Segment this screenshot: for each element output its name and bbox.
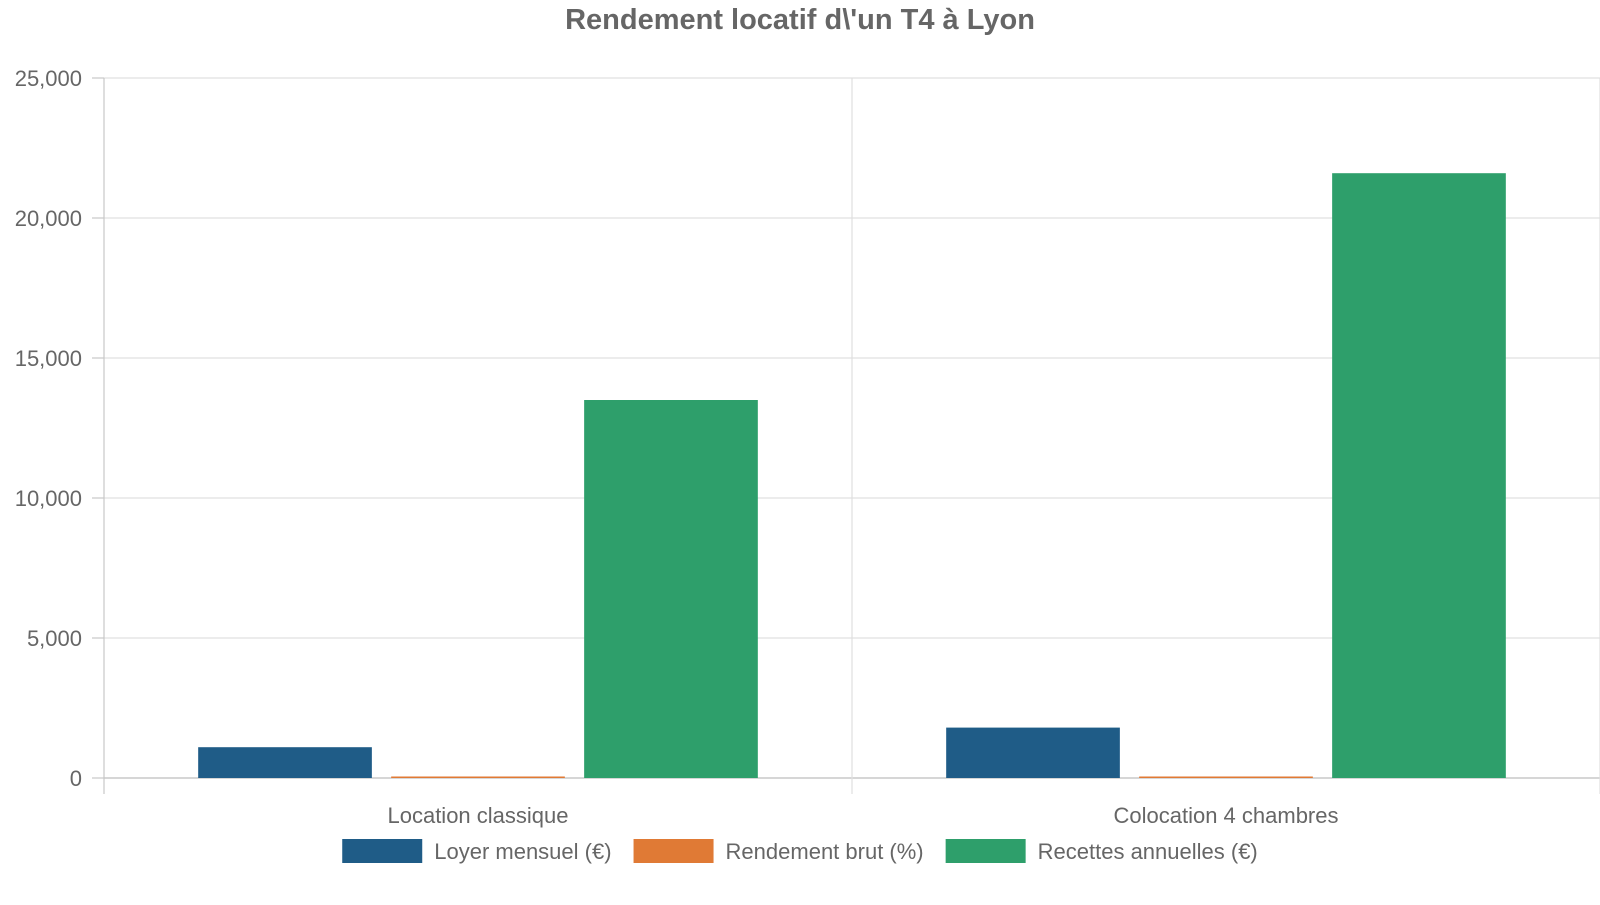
y-tick-label: 0 [70,766,82,791]
x-tick-label: Colocation 4 chambres [1113,803,1338,828]
y-tick-label: 10,000 [15,486,82,511]
chart-title: Rendement locatif d\'un T4 à Lyon [565,4,1035,36]
legend-label: Loyer mensuel (€) [434,839,611,864]
y-axis-ticks: 0 5,000 10,000 15,000 20,000 25,000 [15,66,104,791]
bar-2-1 [391,776,565,778]
legend[interactable]: Loyer mensuel (€) Rendement brut (%) Recet… [342,839,1258,864]
legend-label: Recettes annuelles (€) [1038,839,1258,864]
y-tick-label: 25,000 [15,66,82,91]
y-tick-label: 15,000 [15,346,82,371]
legend-item[interactable]: Recettes annuelles (€) [945,839,1258,864]
y-tick-label: 20,000 [15,206,82,231]
bar-3-1 [584,400,758,778]
bar-1-2 [946,727,1120,778]
legend-swatch [633,839,714,863]
legend-swatch [342,839,423,863]
bar-2-2 [1139,776,1313,778]
bar-1-1 [198,747,372,778]
legend-label: Rendement brut (%) [726,839,924,864]
y-tick-label: 5,000 [27,626,82,651]
bar-3-2 [1332,173,1506,778]
x-tick-label: Location classique [387,803,568,828]
legend-item[interactable]: Rendement brut (%) [633,839,924,864]
x-axis-ticks: Location classique Colocation 4 chambres [387,803,1338,828]
legend-swatch [945,839,1026,863]
legend-item[interactable]: Loyer mensuel (€) [342,839,612,864]
bars [198,173,1506,778]
